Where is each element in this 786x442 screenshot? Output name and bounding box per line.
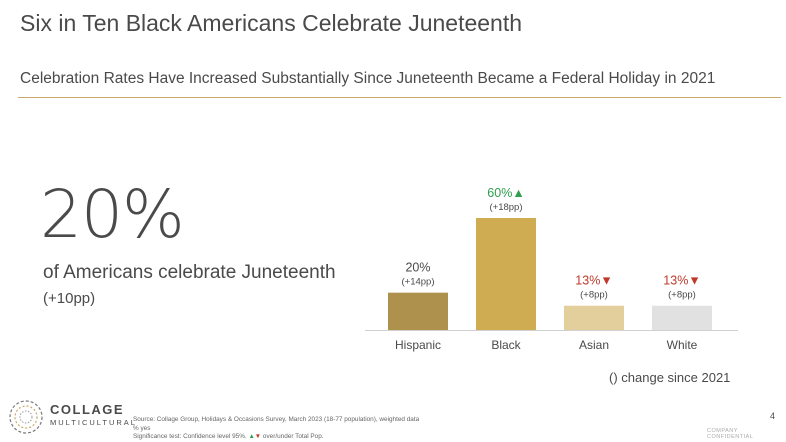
headline-stat: 20%	[40, 176, 185, 253]
title-divider	[18, 97, 781, 98]
confidential-label: COMPANY CONFIDENTIAL	[707, 428, 754, 440]
data-label: 60%▲	[487, 186, 524, 200]
tick-label: White	[667, 338, 698, 352]
change-label: (+18pp)	[489, 202, 522, 213]
tick-label: Hispanic	[395, 338, 441, 352]
logo-wordmark-sub: MULTICULTURAL	[50, 418, 137, 427]
down-arrow-icon: ▼	[254, 433, 262, 440]
tick-label: Asian	[579, 338, 609, 352]
tick-label: Black	[491, 338, 521, 352]
page-subtitle: Celebration Rates Have Increased Substan…	[20, 70, 716, 87]
change-label: (+8pp)	[580, 290, 608, 301]
data-label: 20%	[405, 261, 430, 275]
page-number: 4	[770, 411, 776, 421]
data-label: 13%▼	[663, 274, 700, 288]
headline-stat-label: of Americans celebrate Juneteenth	[43, 262, 336, 283]
source-measure: % yes	[133, 424, 151, 432]
change-label: (+8pp)	[668, 290, 696, 301]
source-note: Source: Collage Group, Holidays & Occasi…	[133, 416, 419, 442]
source-line: Source: Collage Group, Holidays & Occasi…	[133, 416, 420, 423]
change-label: (+14pp)	[401, 277, 434, 288]
headline-stat-change: (+10pp)	[43, 290, 96, 307]
logo-wordmark: COLLAGE	[50, 402, 125, 417]
bar	[476, 218, 536, 330]
change-footnote: () change since 2021	[609, 370, 731, 385]
data-label: 13%▼	[575, 274, 612, 288]
bar	[564, 305, 624, 330]
bar	[388, 292, 448, 330]
up-arrow-icon: ▲	[248, 433, 255, 440]
significance-note: Significance test: Confidence level 95%.…	[133, 433, 324, 440]
collage-logo-icon	[9, 400, 43, 434]
bar	[652, 305, 712, 330]
bar-chart: 20% (+14pp) Hispanic 60%▲ (+18pp) Black 13%▼ (+…	[365, 186, 738, 352]
page-title: Six in Ten Black Americans Celebrate Jun…	[20, 10, 523, 36]
